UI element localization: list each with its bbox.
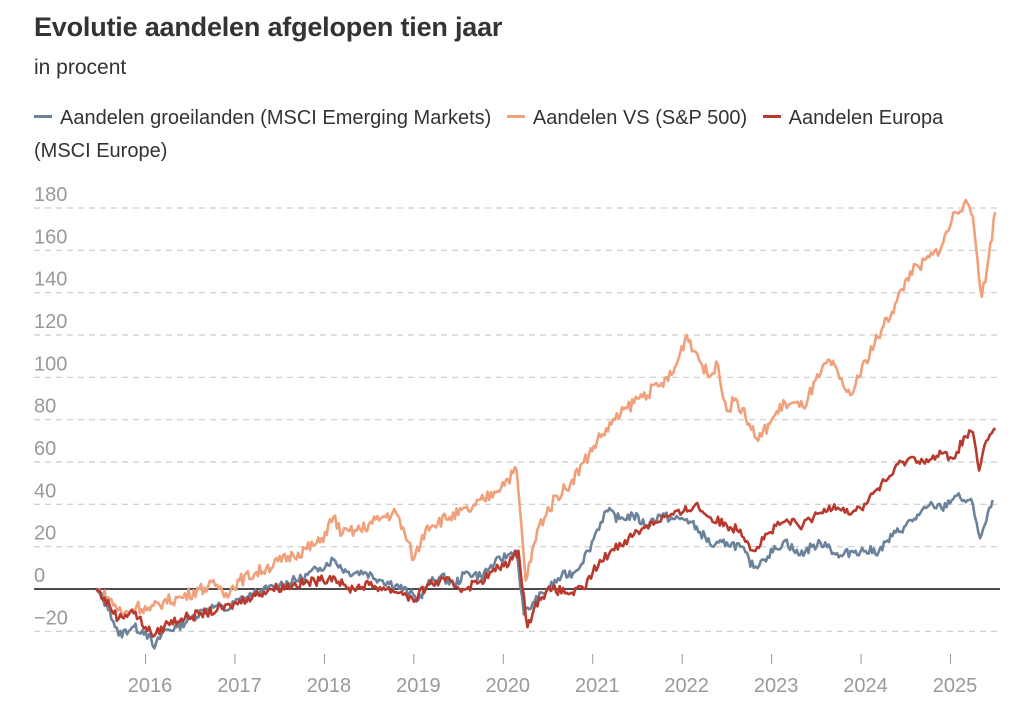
legend-label-sp500: Aandelen VS (S&P 500) bbox=[532, 107, 748, 129]
y-axis-ticks: −20 0 20 40 60 80 100 120 140 160 180 bbox=[34, 184, 68, 629]
y-tick-label: 60 bbox=[34, 438, 56, 460]
x-tick-label: 2024 bbox=[843, 675, 888, 697]
series-lines bbox=[95, 198, 997, 650]
x-axis: 2016 2017 2018 2019 2020 2021 2022 2023 2024 2025 bbox=[128, 654, 978, 697]
x-tick-label: 2019 bbox=[396, 675, 441, 697]
legend-item-emerging-markets: Aandelen groeilanden (MSCI Emerging Mark… bbox=[34, 107, 491, 129]
legend-swatch-sp500 bbox=[506, 115, 525, 119]
y-tick-label: 140 bbox=[34, 269, 67, 291]
legend-label-europe: Aandelen Europa (MSCI Europe) bbox=[34, 107, 944, 162]
grid-lines bbox=[34, 207, 1000, 632]
legend-item-sp500: Aandelen VS (S&P 500) bbox=[506, 107, 748, 129]
series-line-europe bbox=[95, 427, 997, 638]
y-tick-label: 120 bbox=[34, 311, 67, 333]
y-tick-label: 0 bbox=[34, 565, 45, 587]
y-tick-label: 40 bbox=[34, 480, 56, 502]
x-tick-label: 2023 bbox=[754, 675, 799, 697]
x-tick-label: 2020 bbox=[486, 675, 531, 697]
x-tick-label: 2025 bbox=[933, 675, 978, 697]
y-tick-label: −20 bbox=[34, 607, 68, 629]
y-tick-label: 160 bbox=[34, 226, 67, 248]
y-tick-label: 180 bbox=[34, 184, 67, 206]
chart-subtitle: in procent bbox=[34, 56, 127, 79]
y-tick-label: 20 bbox=[34, 523, 56, 545]
x-tick-label: 2016 bbox=[128, 675, 173, 697]
chart-legend: Aandelen groeilanden (MSCI Emerging Mark… bbox=[34, 102, 984, 168]
legend-label-emerging-markets: Aandelen groeilanden (MSCI Emerging Mark… bbox=[60, 107, 492, 129]
y-tick-label: 100 bbox=[34, 353, 67, 375]
chart-title: Evolutie aandelen afgelopen tien jaar bbox=[34, 12, 503, 42]
legend-swatch-emerging-markets bbox=[34, 115, 52, 119]
legend-item-europe: Aandelen Europa (MSCI Europe) bbox=[34, 107, 943, 162]
y-tick-label: 80 bbox=[34, 396, 56, 418]
series-line-sp500 bbox=[96, 198, 997, 616]
x-tick-label: 2017 bbox=[217, 675, 262, 697]
x-tick-label: 2021 bbox=[575, 675, 620, 697]
x-tick-label: 2018 bbox=[307, 675, 352, 697]
x-tick-label: 2022 bbox=[664, 675, 709, 697]
legend-swatch-europe bbox=[762, 115, 781, 119]
